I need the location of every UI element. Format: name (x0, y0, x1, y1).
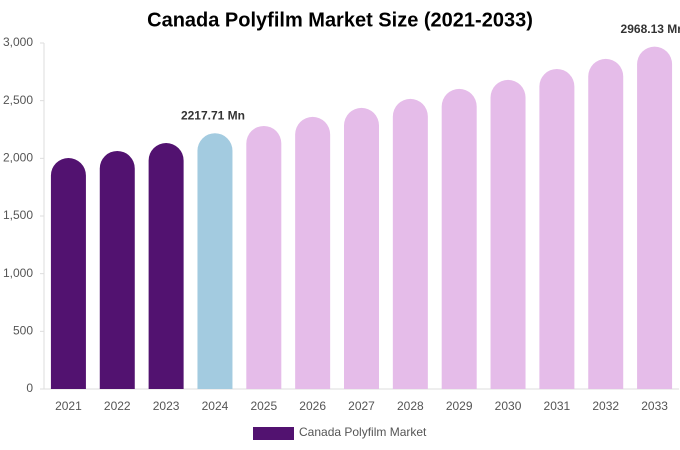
bar (441, 88, 477, 390)
x-tick-label: 2021 (55, 399, 82, 413)
chart-title: Canada Polyfilm Market Size (2021-2033) (147, 9, 533, 31)
bar (246, 125, 282, 390)
y-tick-label: 3,000 (3, 35, 33, 49)
x-tick-label: 2026 (299, 399, 326, 413)
bar (539, 68, 575, 389)
legend-label: Canada Polyfilm Market (299, 425, 427, 439)
y-tick-label: 1,000 (3, 266, 33, 280)
x-tick-label: 2033 (641, 399, 668, 413)
x-tick-label: 2024 (202, 399, 229, 413)
x-tick-label: 2022 (104, 399, 131, 413)
bar (197, 133, 233, 389)
bar (490, 79, 526, 389)
value-label: 2217.71 Mn (181, 108, 245, 122)
bar (99, 150, 135, 389)
x-tick-label: 2025 (250, 399, 277, 413)
y-tick-label: 0 (26, 381, 33, 395)
x-tick-label: 2029 (446, 399, 473, 413)
y-tick-label: 500 (13, 324, 33, 338)
bar (344, 107, 379, 389)
bar (637, 46, 673, 390)
y-tick-label: 2,500 (3, 93, 33, 107)
legend-swatch (253, 427, 294, 440)
x-tick-label: 2028 (397, 399, 424, 413)
x-tick-label: 2032 (592, 399, 619, 413)
y-tick-label: 1,500 (3, 208, 33, 222)
value-label: 2968.13 Mn (621, 22, 680, 36)
x-tick-label: 2031 (544, 399, 571, 413)
bar (588, 58, 624, 389)
x-tick-label: 2023 (153, 399, 180, 413)
bar (50, 157, 86, 389)
x-tick-label: 2030 (495, 399, 522, 413)
x-tick-label: 2027 (348, 399, 375, 413)
bar (148, 142, 184, 389)
bar (392, 98, 428, 389)
bar (295, 116, 331, 389)
y-tick-label: 2,000 (3, 151, 33, 165)
